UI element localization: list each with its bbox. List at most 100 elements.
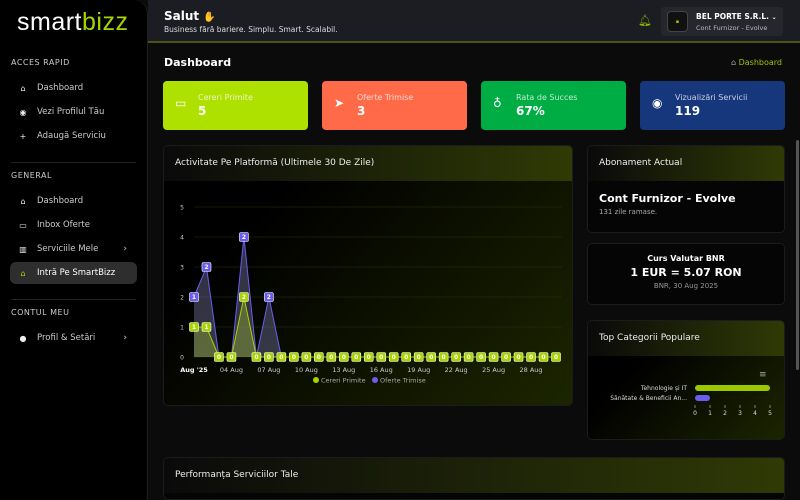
eye-icon: ◉: [19, 107, 27, 117]
inbox-icon: ▭: [19, 220, 27, 230]
data-point-cereri: [413, 352, 424, 362]
category-label: Sănătate & Beneficii An...: [610, 395, 687, 402]
user-icon: ●: [19, 333, 27, 343]
x-tick-label: 13 Aug: [332, 366, 355, 374]
logo[interactable]: smartbizz: [17, 8, 129, 36]
chevron-right-icon: ›: [123, 244, 127, 254]
chevron-down-icon: ⌄: [771, 14, 777, 21]
panel-title: Activitate Pe Platformă (Ultimele 30 De …: [164, 146, 572, 181]
data-point-cereri: [351, 352, 362, 362]
data-point-oferte: [264, 292, 274, 302]
home-icon: ⌂: [730, 58, 737, 67]
scrollbar[interactable]: [796, 140, 799, 370]
stat-card[interactable]: ▭ Cereri Primite 5: [163, 81, 308, 130]
data-point-cereri: [239, 292, 249, 302]
data-label: 0: [529, 354, 533, 361]
chevron-right-icon: ›: [123, 333, 127, 343]
x-tick-label: 25 Aug: [482, 366, 505, 374]
data-label: 1: [192, 324, 196, 331]
panel-title: Abonament Actual: [588, 146, 784, 181]
data-label: 0: [217, 354, 221, 361]
eye-icon: ◉: [652, 96, 663, 110]
stat-card[interactable]: ➤ Oferte Trimise 3: [322, 81, 467, 130]
y-tick-label: 4: [180, 235, 184, 242]
exchange-panel: Curs Valutar BNR 1 EUR = 5.07 RON BNR, 3…: [587, 243, 785, 305]
services-icon: ▥: [19, 244, 27, 254]
data-label: 0: [417, 354, 421, 361]
legend-label[interactable]: Cereri Primite: [321, 377, 366, 385]
award-icon: ♁: [493, 96, 502, 110]
data-label: 2: [267, 294, 271, 301]
sidebar-item[interactable]: ▥ Serviciile Mele ›: [19, 244, 127, 254]
sidebar-item[interactable]: ⌂ Dashboard: [10, 77, 137, 99]
x-tick-label: 10 Aug: [295, 366, 318, 374]
data-label: 1: [192, 294, 196, 301]
y-tick-label: 2: [180, 295, 184, 302]
y-tick-label: 0: [180, 355, 184, 362]
x-tick-label: 19 Aug: [407, 366, 430, 374]
bell-icon[interactable]: 🔔︎: [638, 14, 652, 27]
data-label: 0: [304, 354, 308, 361]
user-menu[interactable]: ▪ BEL PORTE S.R.L. ⌄ Cont Furnizor - Evo…: [661, 7, 783, 36]
sidebar-item[interactable]: ● Profil & Setări ›: [19, 333, 128, 343]
x-tick-label: 04 Aug: [220, 366, 243, 374]
data-label: 0: [367, 354, 371, 361]
exchange-source: BNR, 30 Aug 2025: [653, 282, 719, 290]
data-label: 0: [379, 354, 383, 361]
x-tick-label: 07 Aug: [257, 366, 280, 374]
section-title: GENERAL: [11, 171, 52, 180]
data-label: 0: [404, 354, 408, 361]
x-tick-label: 3: [738, 410, 742, 417]
data-label: 2: [242, 294, 246, 301]
sidebar-item[interactable]: ▭ Inbox Oferte: [19, 220, 90, 230]
data-label: 0: [491, 354, 495, 361]
data-label: 0: [392, 354, 396, 361]
data-label: 0: [267, 354, 271, 361]
stat-card[interactable]: ♁ Rata de Succes 67%: [481, 81, 626, 130]
sidebar-item[interactable]: ⌂ Intră Pe SmartBizz: [10, 262, 137, 284]
data-point-cereri: [214, 352, 224, 362]
data-point-cereri: [363, 352, 374, 362]
topbar: Salut ✋ Business fără bariere. Simplu. S…: [148, 0, 800, 43]
panel-title: Top Categorii Populare: [588, 321, 784, 356]
breadcrumb[interactable]: ⌂ Dashboard: [730, 58, 782, 67]
data-label: 0: [254, 354, 258, 361]
legend-label[interactable]: Oferte Trimise: [380, 377, 426, 385]
data-point-cereri: [551, 352, 561, 362]
exchange-rate: 1 EUR = 5.07 RON: [630, 266, 742, 279]
data-label: 0: [342, 354, 346, 361]
home-icon: ⌂: [20, 196, 26, 206]
data-label: 0: [541, 354, 545, 361]
data-point-cereri: [189, 322, 199, 332]
x-tick-label: 1: [708, 410, 712, 417]
data-point-cereri: [301, 352, 312, 362]
data-point-cereri: [538, 352, 549, 362]
home-icon: ⌂: [20, 83, 26, 93]
sidebar-item[interactable]: + Adaugă Serviciu: [19, 131, 106, 141]
stat-card[interactable]: ◉ Vizualizări Servicii 119: [640, 81, 785, 130]
data-point-cereri: [201, 322, 212, 332]
data-point-cereri: [463, 352, 474, 362]
data-label: 0: [279, 354, 283, 361]
data-label: 0: [554, 354, 558, 361]
data-point-cereri: [401, 352, 412, 362]
performance-panel: Performanța Serviciilor Tale: [163, 457, 785, 500]
data-label: 0: [354, 354, 358, 361]
y-tick-label: 1: [180, 325, 184, 332]
panel-title: Performanța Serviciilor Tale: [164, 458, 784, 493]
x-tick-label: 16 Aug: [370, 366, 393, 374]
data-point-cereri: [513, 352, 524, 362]
data-point-cereri: [276, 352, 287, 362]
category-bar: [695, 385, 770, 391]
menu-icon[interactable]: ≡: [759, 370, 767, 380]
data-point-cereri: [488, 352, 499, 362]
tagline: Business fără bariere. Simplu. Smart. Sc…: [164, 25, 338, 34]
x-tick-label: 2: [723, 410, 727, 417]
sidebar-item[interactable]: ◉ Vezi Profilul Tău: [19, 107, 105, 117]
data-label: 2: [242, 234, 246, 241]
data-point-cereri: [289, 352, 299, 362]
sidebar-item[interactable]: ⌂ Dashboard: [10, 190, 137, 212]
y-tick-label: 3: [180, 265, 184, 272]
